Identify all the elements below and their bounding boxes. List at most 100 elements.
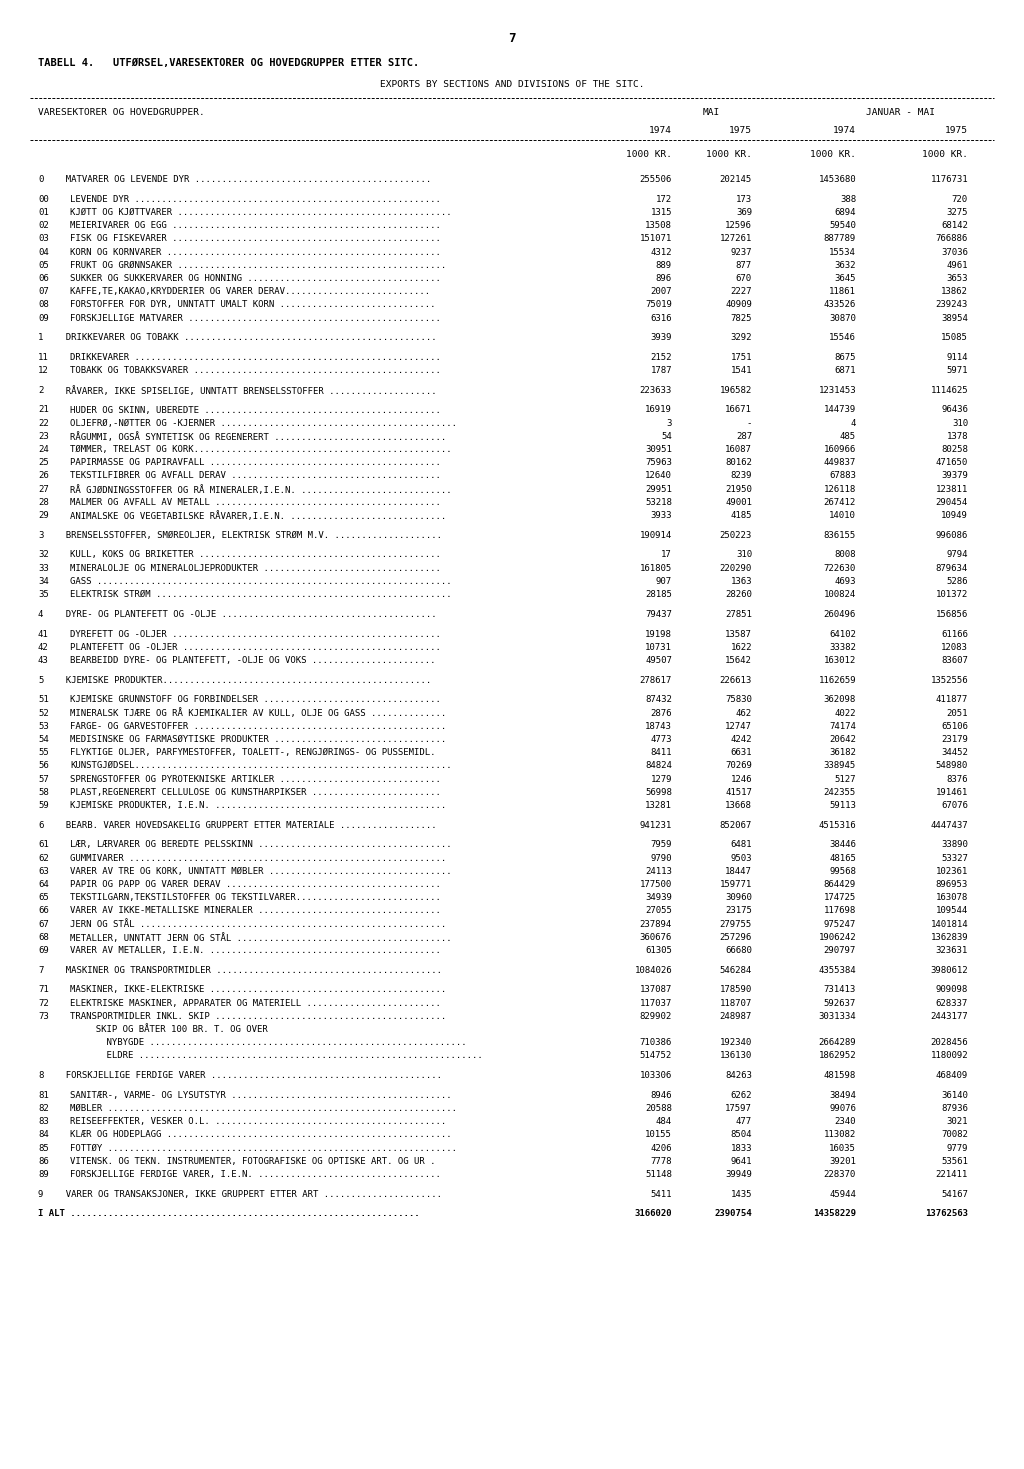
Text: 287: 287 — [736, 432, 752, 441]
Text: 3: 3 — [38, 530, 43, 539]
Text: 03: 03 — [38, 234, 49, 244]
Text: JERN OG STÅL .........................................................: JERN OG STÅL ...........................… — [70, 920, 446, 928]
Text: 9237: 9237 — [730, 247, 752, 257]
Text: 1906242: 1906242 — [818, 933, 856, 942]
Text: OLJEFRØ,-NØTTER OG -KJERNER ............................................: OLJEFRØ,-NØTTER OG -KJERNER ............… — [70, 419, 457, 427]
Text: 4447437: 4447437 — [931, 821, 968, 830]
Text: 1751: 1751 — [730, 353, 752, 361]
Text: 22: 22 — [38, 419, 49, 427]
Text: 248987: 248987 — [720, 1012, 752, 1021]
Text: 1162659: 1162659 — [818, 676, 856, 685]
Text: 14010: 14010 — [829, 511, 856, 520]
Text: KJEMISKE PRODUKTER, I.E.N. ...........................................: KJEMISKE PRODUKTER, I.E.N. .............… — [70, 801, 446, 809]
Text: 12083: 12083 — [941, 643, 968, 652]
Text: 3653: 3653 — [946, 273, 968, 284]
Text: 485: 485 — [840, 432, 856, 441]
Text: 38446: 38446 — [829, 840, 856, 849]
Text: 20642: 20642 — [829, 734, 856, 743]
Text: 56998: 56998 — [645, 787, 672, 796]
Text: 221411: 221411 — [936, 1169, 968, 1180]
Text: 49507: 49507 — [645, 655, 672, 665]
Text: TRANSPORTMIDLER INKL. SKIP ...........................................: TRANSPORTMIDLER INKL. SKIP .............… — [70, 1012, 446, 1021]
Text: KORN OG KORNVARER ...................................................: KORN OG KORNVARER ......................… — [70, 247, 441, 257]
Text: 51: 51 — [38, 695, 49, 704]
Text: 1231453: 1231453 — [818, 386, 856, 395]
Text: 722630: 722630 — [823, 564, 856, 573]
Text: 720: 720 — [952, 195, 968, 204]
Text: 710386: 710386 — [640, 1039, 672, 1047]
Text: 996086: 996086 — [936, 530, 968, 539]
Text: 9790: 9790 — [650, 853, 672, 862]
Text: 766886: 766886 — [936, 234, 968, 244]
Text: 250223: 250223 — [720, 530, 752, 539]
Text: 30951: 30951 — [645, 445, 672, 454]
Text: 05: 05 — [38, 260, 49, 270]
Text: MINERALSK TJÆRE OG RÅ KJEMIKALIER AV KULL, OLJE OG GASS ..............: MINERALSK TJÆRE OG RÅ KJEMIKALIER AV KUL… — [70, 708, 446, 718]
Text: 27851: 27851 — [725, 610, 752, 618]
Text: KAFFE,TE,KAKAO,KRYDDERIER OG VARER DERAV...........................: KAFFE,TE,KAKAO,KRYDDERIER OG VARER DERAV… — [70, 286, 430, 297]
Text: 109544: 109544 — [936, 906, 968, 915]
Text: 1787: 1787 — [650, 366, 672, 375]
Text: FORSKJELLIGE MATVARER ...............................................: FORSKJELLIGE MATVARER ..................… — [70, 313, 441, 323]
Text: 2152: 2152 — [650, 353, 672, 361]
Text: 15534: 15534 — [829, 247, 856, 257]
Text: 118707: 118707 — [720, 999, 752, 1008]
Text: HUDER OG SKINN, UBEREDTE ............................................: HUDER OG SKINN, UBEREDTE ...............… — [70, 405, 441, 414]
Text: 49001: 49001 — [725, 498, 752, 507]
Text: 9641: 9641 — [730, 1156, 752, 1166]
Text: 61305: 61305 — [645, 946, 672, 955]
Text: 62: 62 — [38, 853, 49, 862]
Text: 8411: 8411 — [650, 748, 672, 757]
Text: 24: 24 — [38, 445, 49, 454]
Text: 1362839: 1362839 — [931, 933, 968, 942]
Text: VARER AV TRE OG KORK, UNNTATT MØBLER ..................................: VARER AV TRE OG KORK, UNNTATT MØBLER ...… — [70, 867, 452, 876]
Text: 07: 07 — [38, 286, 49, 297]
Text: TEKSTILGARN,TEKSTILSTOFFER OG TEKSTILVARER...........................: TEKSTILGARN,TEKSTILSTOFFER OG TEKSTILVAR… — [70, 893, 441, 902]
Text: 223633: 223633 — [640, 386, 672, 395]
Text: 1435: 1435 — [730, 1190, 752, 1199]
Text: 8675: 8675 — [835, 353, 856, 361]
Text: 941231: 941231 — [640, 821, 672, 830]
Text: 137087: 137087 — [640, 986, 672, 995]
Text: 1401814: 1401814 — [931, 920, 968, 928]
Text: 481598: 481598 — [823, 1071, 856, 1080]
Text: 37036: 37036 — [941, 247, 968, 257]
Text: 12747: 12747 — [725, 721, 752, 730]
Text: 877: 877 — [736, 260, 752, 270]
Text: BEARBEIDD DYRE- OG PLANTEFETT, -OLJE OG VOKS .......................: BEARBEIDD DYRE- OG PLANTEFETT, -OLJE OG … — [70, 655, 435, 665]
Text: 3645: 3645 — [835, 273, 856, 284]
Text: 151071: 151071 — [640, 234, 672, 244]
Text: 257296: 257296 — [720, 933, 752, 942]
Text: 4: 4 — [851, 419, 856, 427]
Text: 1975: 1975 — [945, 126, 968, 135]
Text: 4773: 4773 — [650, 734, 672, 743]
Text: 38494: 38494 — [829, 1090, 856, 1100]
Text: 6631: 6631 — [730, 748, 752, 757]
Text: 04: 04 — [38, 247, 49, 257]
Text: 3292: 3292 — [730, 333, 752, 342]
Text: 242355: 242355 — [823, 787, 856, 796]
Text: 99076: 99076 — [829, 1103, 856, 1114]
Text: 1974: 1974 — [833, 126, 856, 135]
Text: 13587: 13587 — [725, 630, 752, 639]
Text: 101372: 101372 — [936, 591, 968, 599]
Text: 1315: 1315 — [650, 209, 672, 217]
Text: 1084026: 1084026 — [635, 965, 672, 974]
Text: 471650: 471650 — [936, 458, 968, 467]
Text: 5127: 5127 — [835, 774, 856, 783]
Text: 7: 7 — [38, 965, 43, 974]
Text: 8946: 8946 — [650, 1090, 672, 1100]
Text: KUNSTGJØDSEL...........................................................: KUNSTGJØDSEL............................… — [70, 761, 452, 770]
Text: 4206: 4206 — [650, 1143, 672, 1153]
Text: KLÆR OG HODEPLAGG .....................................................: KLÆR OG HODEPLAGG ......................… — [70, 1130, 452, 1140]
Text: 27: 27 — [38, 485, 49, 494]
Text: 3980612: 3980612 — [931, 965, 968, 974]
Text: 9779: 9779 — [946, 1143, 968, 1153]
Text: 79437: 79437 — [645, 610, 672, 618]
Text: 82: 82 — [38, 1103, 49, 1114]
Text: 18743: 18743 — [645, 721, 672, 730]
Text: 8008: 8008 — [835, 551, 856, 560]
Text: 896953: 896953 — [936, 880, 968, 889]
Text: 190914: 190914 — [640, 530, 672, 539]
Text: 1279: 1279 — [650, 774, 672, 783]
